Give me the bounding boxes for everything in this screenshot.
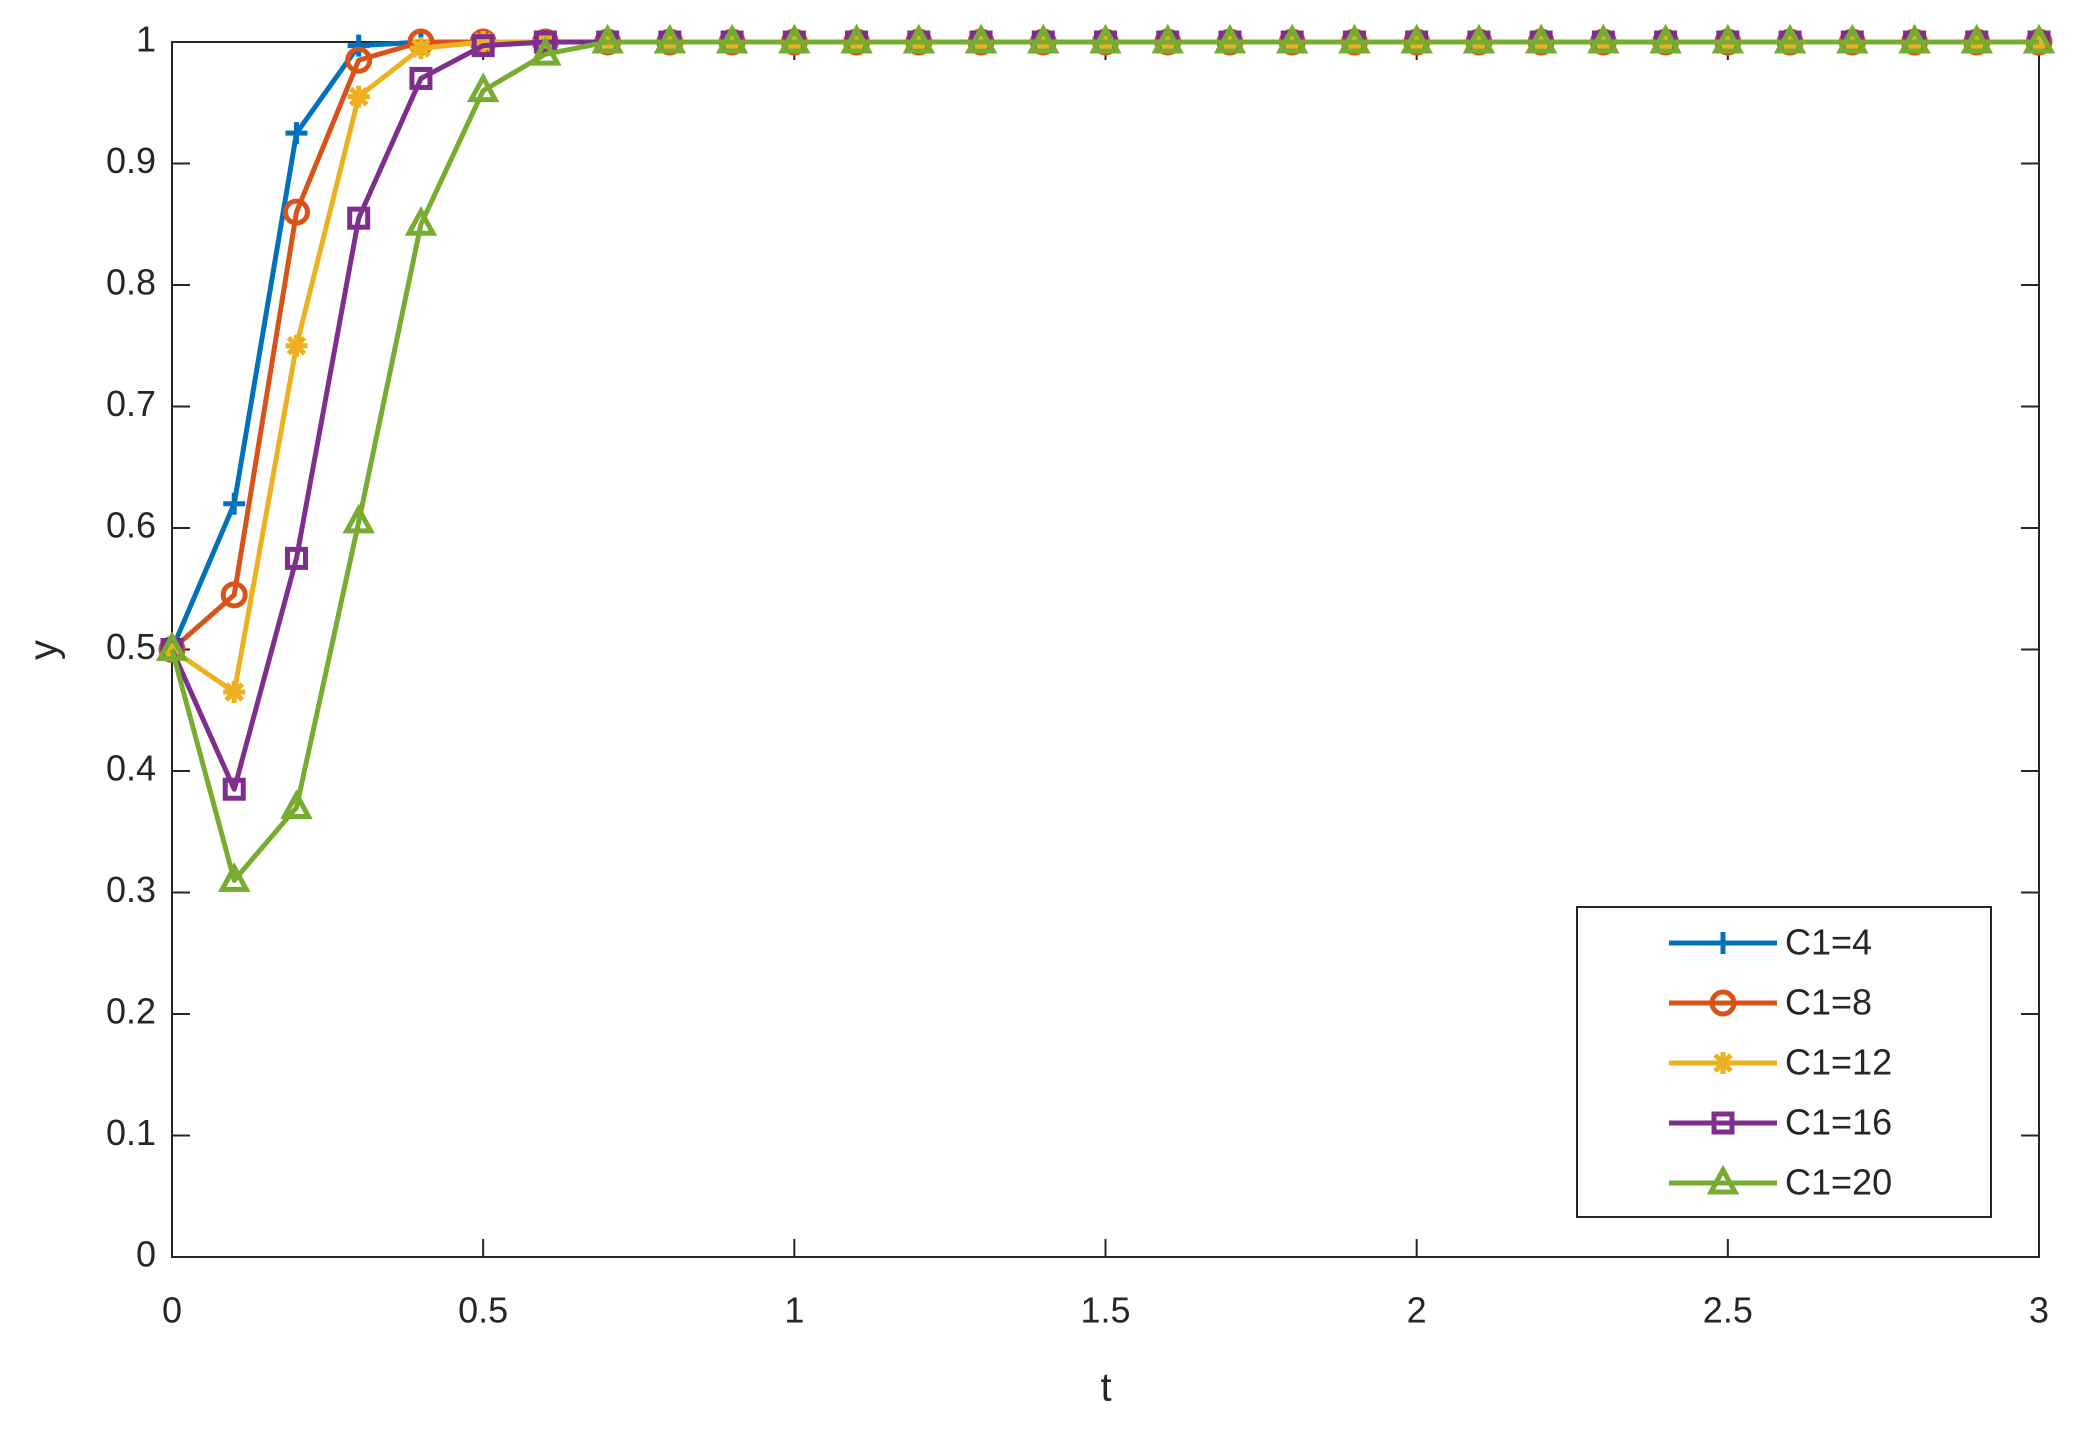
y-tick-label: 0.2 (106, 991, 156, 1032)
marker (1213, 23, 1247, 54)
marker (285, 334, 308, 357)
marker (591, 23, 624, 54)
marker (902, 23, 936, 54)
legend-marker (1711, 1111, 1735, 1135)
legend-marker (1712, 1052, 1734, 1074)
marker (1338, 23, 1371, 54)
marker (1960, 23, 1993, 54)
marker (347, 206, 371, 230)
marker (280, 789, 313, 819)
x-tick-label: 1 (784, 1290, 804, 1331)
y-tick-label: 0.3 (106, 869, 156, 910)
marker (1151, 23, 1184, 54)
marker (1462, 23, 1496, 54)
marker (1275, 23, 1309, 54)
marker (1898, 23, 1931, 54)
x-tick-label: 2.5 (1703, 1290, 1753, 1331)
marker (778, 23, 811, 54)
marker (284, 546, 308, 570)
marker (1836, 23, 1869, 54)
y-tick-label: 0.7 (106, 383, 156, 424)
y-tick-label: 0.9 (106, 140, 156, 181)
legend-label: C1=4 (1785, 922, 1872, 963)
legend-label: C1=12 (1785, 1042, 1892, 1083)
marker (404, 206, 438, 236)
marker (285, 122, 308, 145)
legend-box (1576, 906, 1992, 1218)
y-tick-label: 0.6 (106, 505, 156, 546)
marker (220, 581, 248, 609)
marker (155, 631, 189, 661)
y-tick-label: 0.5 (106, 626, 156, 667)
legend-label: C1=20 (1785, 1162, 1892, 1203)
legend-marker (1712, 932, 1734, 954)
legend-label: C1=16 (1785, 1102, 1892, 1143)
marker (715, 23, 749, 54)
marker (2022, 23, 2056, 54)
marker (533, 30, 557, 54)
marker (282, 198, 310, 226)
legend-label: C1=8 (1785, 982, 1872, 1023)
marker (472, 31, 495, 53)
x-tick-label: 0 (162, 1290, 182, 1331)
marker (1027, 23, 1060, 54)
marker (347, 34, 370, 57)
marker (840, 23, 873, 54)
x-tick-label: 0.5 (458, 1290, 508, 1331)
marker (529, 35, 562, 66)
x-axis-label: t (1100, 1366, 1111, 1410)
marker (964, 23, 998, 54)
marker (342, 503, 375, 534)
marker (347, 85, 370, 108)
marker (345, 46, 373, 74)
y-tick-label: 0 (136, 1234, 156, 1275)
y-axis-label: y (22, 640, 66, 660)
marker (1649, 23, 1682, 54)
x-tick-label: 1.5 (1080, 1290, 1130, 1331)
marker (223, 492, 246, 515)
y-tick-label: 0.8 (106, 262, 156, 303)
series-line (169, 39, 2039, 883)
marker (1711, 23, 1745, 54)
marker (653, 23, 687, 54)
marker (409, 66, 433, 90)
y-tick-label: 1 (136, 19, 156, 60)
marker (222, 777, 246, 801)
marker (1089, 23, 1122, 54)
marker (1587, 23, 1620, 54)
y-tick-label: 0.4 (106, 748, 156, 789)
marker (466, 72, 500, 103)
y-tick-label: 0.1 (106, 1112, 156, 1153)
marker (1400, 23, 1433, 54)
x-tick-label: 3 (2029, 1290, 2049, 1331)
legend: C1=4 C1=8 C1=12 C1=16 C1=20 (1576, 906, 1992, 1218)
marker (223, 681, 246, 704)
marker (409, 37, 432, 60)
marker (1524, 23, 1558, 54)
marker (1773, 23, 1807, 54)
legend-marker (1709, 989, 1737, 1017)
x-tick-label: 2 (1407, 1290, 1427, 1331)
marker (471, 34, 495, 58)
legend-marker (1706, 1164, 1740, 1195)
marker (218, 862, 251, 892)
